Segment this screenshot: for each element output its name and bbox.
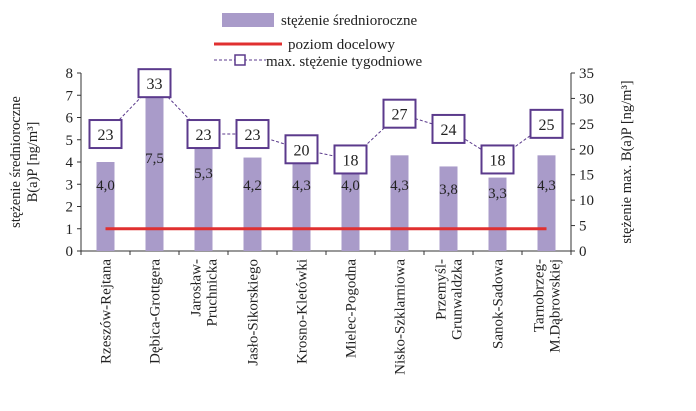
legend-label-target: poziom docelowy <box>288 37 396 53</box>
max-marker-box <box>235 119 270 150</box>
y2-tick-label: 35 <box>579 66 594 82</box>
x-category-label-line: Przemyśl- <box>434 259 450 320</box>
x-category-label-line: Tarnobrzeg- <box>532 259 548 332</box>
x-category-label: Dębica-Grottgera <box>148 259 164 364</box>
x-category-label-line: Pruchnicka <box>205 259 221 327</box>
y-tick-label: 8 <box>66 66 74 82</box>
x-category-label: Nisko-Szklarniowa <box>393 259 409 375</box>
bar <box>341 162 360 251</box>
max-marker-box <box>284 134 319 165</box>
bar-value-label: 4,0 <box>96 178 115 194</box>
y2-tick-label: 15 <box>579 168 594 184</box>
y2-tick-label: 20 <box>579 142 594 158</box>
max-marker-label: 18 <box>343 152 359 169</box>
bar-value-label: 5,3 <box>194 166 213 182</box>
x-category-label: Tarnobrzeg- M.Dąbrowskiej <box>532 259 564 353</box>
bar-value-label: 4,3 <box>390 178 409 194</box>
x-category-label: Jarosław- Pruchnicka <box>189 259 221 327</box>
y-tick-label: 7 <box>66 88 74 104</box>
max-series-line <box>105 82 547 161</box>
max-marker-box <box>333 144 368 175</box>
y2-tick-label: 25 <box>579 117 594 133</box>
bar-value-label: 3,3 <box>488 186 507 202</box>
legend-label-max: max. stężenie tygodniowe <box>266 54 423 70</box>
max-marker-box <box>88 119 123 150</box>
max-marker-box <box>480 144 515 175</box>
y-tick-label: 5 <box>66 133 74 149</box>
max-marker-box <box>431 113 466 144</box>
bar <box>488 177 507 251</box>
x-category-label-line: Nisko-Szklarniowa <box>393 259 409 375</box>
y2-axis-title-group: stężenie max. B(a)P [ng/m³] <box>619 80 635 243</box>
x-category-label-line: M.Dąbrowskiej <box>548 259 564 353</box>
y-tick-label: 6 <box>66 111 74 127</box>
x-category-label-line: Mielec-Pogodna <box>344 259 360 358</box>
y-axis-title-group: stężenie średnioroczne B(a)P [ng/m³] <box>8 96 41 228</box>
bar <box>145 84 164 251</box>
y2-tick-label: 0 <box>579 244 587 260</box>
y2-tick-label: 10 <box>579 193 594 209</box>
bar-value-label: 7,5 <box>145 151 164 167</box>
legend-bar-swatch <box>222 13 274 27</box>
max-marker-box <box>382 98 417 129</box>
y-tick-label: 1 <box>66 222 74 238</box>
bar <box>390 155 409 251</box>
bar <box>96 162 115 251</box>
x-category-label-line: Grunwaldzka <box>450 259 466 340</box>
bar <box>537 155 556 251</box>
max-marker-label: 27 <box>392 107 408 124</box>
x-category-label-line: Sanok-Sadowa <box>491 259 507 349</box>
bar-value-label: 4,3 <box>292 178 311 194</box>
y2-axis-title: stężenie max. B(a)P [ng/m³] <box>619 80 635 243</box>
y2-axis-title-line: stężenie max. B(a)P [ng/m³] <box>619 80 635 243</box>
y-tick-label: 3 <box>66 177 74 193</box>
legend: stężenie średnioroczne poziom docelowy m… <box>214 13 423 70</box>
y-tick-label: 2 <box>66 200 74 216</box>
max-marker-box <box>529 108 564 139</box>
bar-value-label: 4,2 <box>243 178 262 194</box>
x-category-label: Mielec-Pogodna <box>344 259 360 358</box>
bar-value-label: 4,0 <box>341 178 360 194</box>
x-category-label: Krosno-Kletówki <box>295 259 311 364</box>
legend-max-marker <box>234 54 246 66</box>
x-category-label-line: Rzeszów-Rejtana <box>99 259 115 364</box>
x-category-label-line: Dębica-Grottgera <box>148 259 164 364</box>
bar <box>292 155 311 251</box>
bar-value-label: 3,8 <box>439 182 458 198</box>
x-category-label-line: Jarosław- <box>189 259 205 316</box>
max-marker-label: 23 <box>98 127 114 144</box>
max-marker-box <box>186 119 221 150</box>
y-axis-title: stężenie średnioroczne B(a)P [ng/m³] <box>8 96 41 228</box>
y-tick-label: 0 <box>66 244 74 260</box>
x-category-label: Jasło-Sikorskiego <box>246 259 262 366</box>
x-category-label-line: Krosno-Kletówki <box>295 259 311 364</box>
y-tick-label: 4 <box>66 155 74 171</box>
max-series-group: 23 33 23 23 20 18 27 24 18 25 <box>88 68 564 175</box>
max-marker-label: 23 <box>245 127 261 144</box>
x-category-label: Rzeszów-Rejtana <box>99 259 115 364</box>
legend-label-bar: stężenie średnioroczne <box>281 13 418 29</box>
y-axis-title-line: B(a)P [ng/m³] <box>25 122 41 203</box>
max-marker-label: 20 <box>294 142 310 159</box>
max-marker-label: 33 <box>147 76 163 93</box>
x-category-label-line: Jasło-Sikorskiego <box>246 259 262 366</box>
x-category-label: Przemyśl- Grunwaldzka <box>434 259 466 340</box>
max-marker-box <box>137 68 172 99</box>
bar <box>439 166 458 251</box>
bar <box>194 133 213 251</box>
bar-value-label: 4,3 <box>537 178 556 194</box>
bar <box>243 157 262 251</box>
max-marker-label: 23 <box>196 127 212 144</box>
x-category-label: Sanok-Sadowa <box>491 259 507 349</box>
max-marker-label: 25 <box>539 117 555 134</box>
max-marker-label: 18 <box>490 152 506 169</box>
max-marker-label: 24 <box>441 122 457 139</box>
y2-tick-label: 30 <box>579 91 594 107</box>
y2-tick-label: 5 <box>579 219 587 235</box>
y-axis-title-line: stężenie średnioroczne <box>8 96 24 228</box>
